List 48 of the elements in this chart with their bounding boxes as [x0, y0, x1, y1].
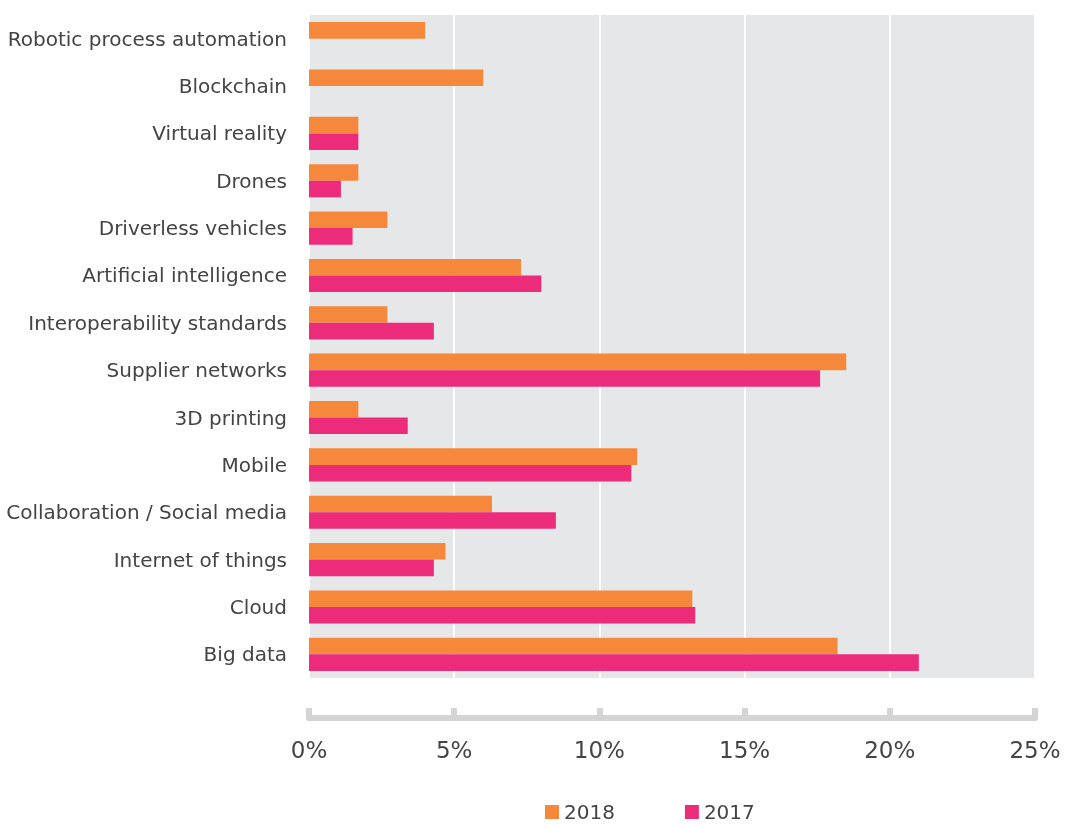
x-tick-label: 5% — [435, 736, 473, 763]
y-tick-label: Blockchain — [178, 74, 287, 99]
bar — [309, 322, 434, 340]
y-tick-label: Driverless vehicles — [98, 216, 287, 241]
y-tick-label: Artificial intelligence — [82, 263, 287, 288]
x-tick-label: 0% — [290, 736, 328, 763]
bar — [309, 370, 821, 387]
bar — [309, 559, 434, 577]
y-tick-label: Supplier networks — [106, 358, 287, 383]
bar — [309, 464, 632, 482]
y-tick-label: Drones — [216, 168, 287, 193]
bar — [309, 180, 341, 198]
bar — [309, 512, 556, 529]
bar — [309, 211, 388, 229]
x-tick-label: 15% — [719, 736, 771, 763]
bar — [309, 590, 693, 607]
bar — [309, 258, 521, 276]
y-tick-label: Interoperability standards — [28, 310, 287, 335]
x-tick-label: 10% — [573, 736, 625, 763]
y-tick-label: Cloud — [229, 594, 287, 619]
bar — [309, 133, 359, 150]
bar — [309, 495, 492, 513]
bar — [309, 275, 542, 293]
bar — [309, 116, 359, 134]
bar — [309, 22, 426, 39]
bar — [309, 606, 696, 624]
bar — [309, 306, 388, 323]
y-tick-label: Internet of things — [113, 547, 287, 572]
bar — [309, 654, 919, 671]
bar — [309, 228, 353, 245]
y-tick-label: Robotic process automation — [7, 26, 287, 51]
bar — [309, 69, 484, 87]
x-tick-label: 20% — [864, 736, 916, 763]
y-tick-label: Mobile — [221, 452, 287, 477]
y-tick-label: Collaboration / Social media — [6, 500, 287, 525]
y-tick-label: Virtual reality — [152, 121, 288, 146]
bar — [309, 164, 359, 181]
bar — [309, 448, 638, 465]
y-tick-label: 3D printing — [174, 405, 287, 430]
bar — [309, 417, 408, 435]
x-tick-label: 25% — [1009, 736, 1061, 763]
y-tick-label: Big data — [203, 642, 287, 667]
bar — [309, 637, 838, 655]
bar — [309, 353, 847, 371]
legend-label: 2017 — [703, 800, 755, 824]
legend-label: 2018 — [564, 800, 615, 824]
bar — [309, 400, 359, 418]
bar — [309, 543, 446, 560]
